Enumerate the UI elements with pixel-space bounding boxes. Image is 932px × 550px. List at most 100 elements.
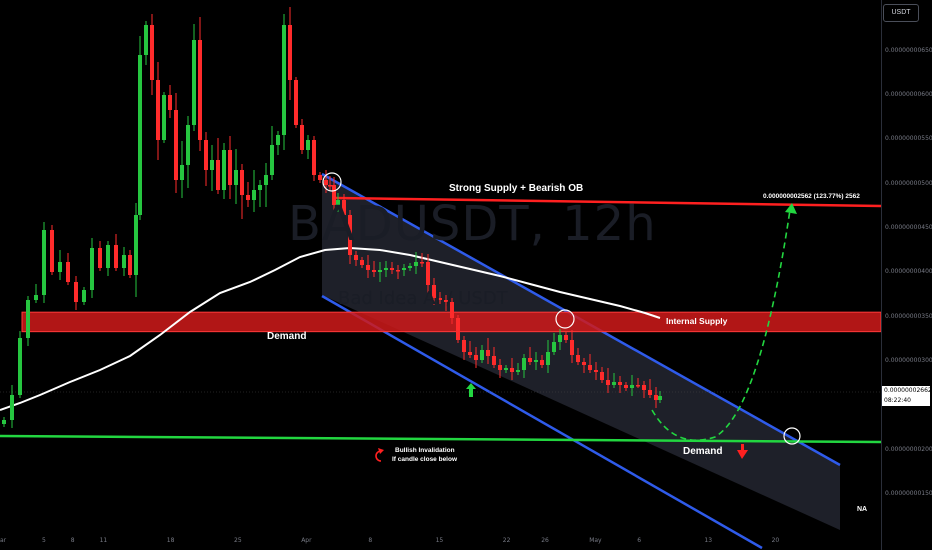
demand-bottom-label: Demand — [683, 446, 723, 457]
candle-body — [432, 285, 436, 298]
candle-body — [318, 175, 322, 180]
candle-body — [234, 170, 238, 185]
price-axis[interactable] — [881, 0, 932, 550]
candle-body — [168, 95, 172, 110]
candle-body — [582, 362, 586, 365]
candle-body — [450, 302, 454, 318]
candle-body — [144, 25, 148, 55]
candle-body — [576, 355, 580, 362]
price-tick: 0.00000000500 — [885, 179, 932, 187]
candle-body — [618, 382, 622, 385]
candle-body — [528, 358, 532, 362]
date-tick: 11 — [99, 537, 108, 544]
candle-body — [134, 215, 138, 275]
candle-body — [288, 25, 292, 80]
candles — [2, 7, 662, 428]
candle-body — [276, 135, 280, 145]
candle-body — [312, 140, 316, 175]
date-tick: 8 — [368, 537, 373, 544]
candle-body — [378, 270, 382, 272]
candle-body — [402, 268, 406, 270]
candle-body — [510, 368, 514, 372]
candle-body — [114, 245, 118, 268]
candle-body — [336, 200, 340, 205]
candle-body — [606, 380, 610, 385]
price-tick: 0.00000000400 — [885, 268, 932, 276]
candle-body — [630, 385, 634, 388]
demand-line — [0, 434, 881, 444]
projection-arrowhead — [785, 203, 797, 214]
candle-body — [264, 175, 268, 185]
candle-body — [332, 185, 336, 205]
candle-body — [306, 140, 310, 150]
candle-body — [354, 255, 358, 260]
candle-body — [396, 270, 400, 272]
candle-body — [162, 95, 166, 140]
internal-supply-label: Internal Supply — [666, 316, 728, 326]
candle-body — [342, 200, 346, 215]
candle-body — [34, 295, 38, 300]
candle-body — [228, 150, 232, 185]
candle-body — [300, 125, 304, 150]
candle-body — [522, 358, 526, 370]
candle-body — [294, 80, 298, 125]
candle-body — [74, 282, 78, 302]
candle-body — [26, 300, 30, 338]
candle-body — [180, 165, 184, 180]
candle-body — [492, 356, 496, 365]
candle-body — [462, 340, 466, 352]
candle-body — [504, 368, 508, 370]
candle-body — [408, 266, 412, 268]
candle-body — [420, 262, 424, 264]
date-tick: 13 — [704, 537, 713, 544]
candle-body — [444, 300, 448, 302]
down-arrow-icon — [737, 444, 748, 459]
candle-body — [658, 396, 662, 400]
price-chart[interactable] — [0, 0, 881, 550]
candle-body — [612, 382, 616, 385]
candle-body — [552, 342, 556, 352]
invalidation-line2: If candle close below — [392, 456, 458, 463]
date-tick: 8 — [70, 537, 75, 544]
candle-body — [246, 195, 250, 200]
candle-body — [558, 335, 562, 342]
candle-body — [468, 352, 472, 355]
candle-body — [122, 255, 126, 268]
name-watermark: Bad Idea AI / USDT — [338, 288, 508, 309]
candle-body — [282, 25, 286, 135]
candle-body — [438, 298, 442, 300]
candle-body — [2, 420, 6, 424]
target-label: 0.000000002562 (123.77%) 2562 — [763, 193, 860, 200]
candle-body — [106, 245, 110, 268]
candle-body — [174, 110, 178, 180]
channel-lower-line — [321, 294, 763, 550]
candle-body — [156, 80, 160, 140]
candle-body — [240, 170, 244, 195]
na-label: NA — [857, 506, 868, 513]
candle-body — [18, 338, 22, 395]
date-tick: 26 — [541, 537, 549, 544]
price-tick: 0.00000000550 — [885, 135, 932, 143]
candle-body — [66, 262, 70, 282]
countdown: 08:22:40 — [884, 397, 911, 404]
date-tick: 20 — [771, 537, 780, 544]
candle-body — [570, 340, 574, 355]
candle-body — [384, 268, 388, 270]
up-arrow-icon — [466, 383, 476, 397]
price-tick: 0.00000000450 — [885, 224, 932, 231]
candle-body — [426, 262, 430, 285]
candle-body — [498, 365, 502, 370]
candle-body — [372, 270, 376, 272]
marker-circle — [783, 427, 801, 445]
date-tick: 22 — [502, 537, 511, 544]
candle-body — [328, 185, 332, 187]
candle-body — [138, 55, 142, 215]
candle-body — [348, 215, 352, 255]
symbol-watermark: BADUSDT, 12h — [288, 196, 657, 252]
candle-body — [654, 395, 658, 400]
candle-body — [50, 230, 54, 272]
price-tick: 0.00000000150 — [885, 489, 932, 497]
supply-line — [335, 196, 881, 208]
currency-badge[interactable]: USDT — [883, 4, 919, 22]
candle-body — [474, 355, 478, 360]
